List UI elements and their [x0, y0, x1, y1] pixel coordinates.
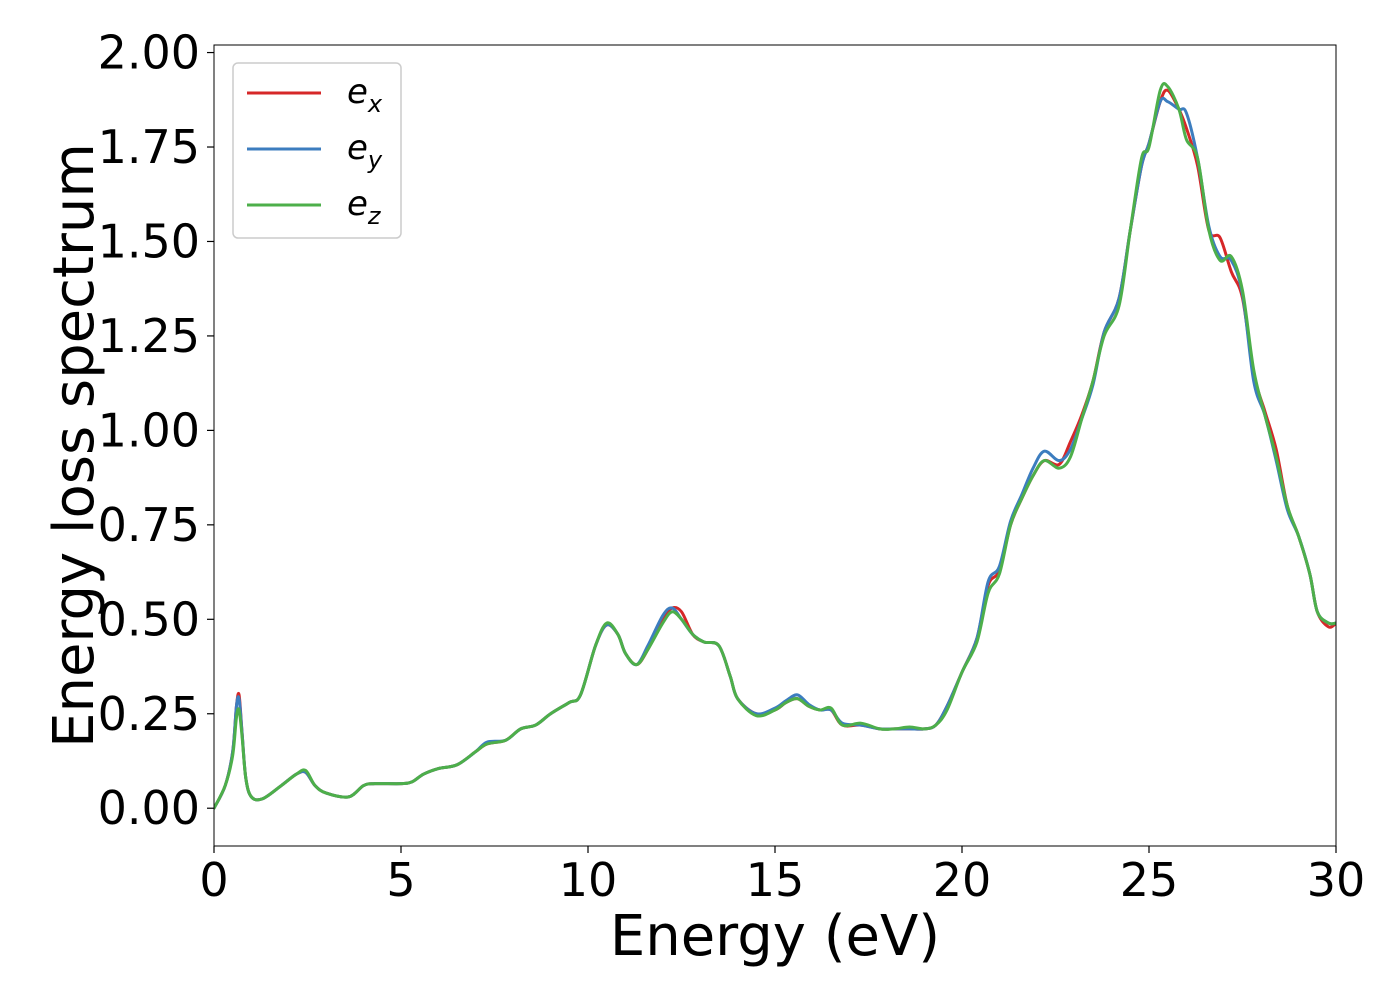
- series-line-z: [214, 81, 1336, 810]
- series-layer: [214, 81, 1336, 810]
- x-axis-label: Energy (eV): [610, 904, 940, 969]
- x-tick-label: 25: [1120, 853, 1179, 907]
- y-tick-label: 0.50: [98, 592, 200, 646]
- y-tick-label: 0.00: [98, 781, 200, 835]
- y-axis: 0.00 0.25 0.50 0.75 1.00 1.25 1.50 1.75 2.00: [98, 26, 214, 835]
- x-tick-label: 0: [199, 853, 228, 907]
- y-axis-label: Energy loss spectrum: [42, 143, 107, 748]
- y-tick-label: 2.00: [98, 26, 200, 80]
- x-tick-label: 10: [559, 853, 618, 907]
- y-tick-label: 1.75: [98, 120, 200, 174]
- y-tick-label: 1.00: [98, 403, 200, 457]
- legend-label-z: ez: [347, 184, 382, 230]
- y-tick-label: 1.25: [98, 309, 200, 363]
- y-tick-label: 0.25: [98, 687, 200, 741]
- legend-label-x: ex: [347, 72, 383, 118]
- x-axis: 0 5 10 15 20 25 30: [199, 846, 1365, 907]
- legend: ex ey ez: [232, 62, 402, 239]
- y-tick-label: 1.50: [98, 214, 200, 268]
- x-tick-label: 30: [1307, 853, 1366, 907]
- legend-label-y: ey: [347, 128, 383, 174]
- x-tick-label: 20: [933, 853, 992, 907]
- x-tick-label: 5: [386, 853, 415, 907]
- y-tick-label: 0.75: [98, 498, 200, 552]
- x-tick-label: 15: [746, 853, 805, 907]
